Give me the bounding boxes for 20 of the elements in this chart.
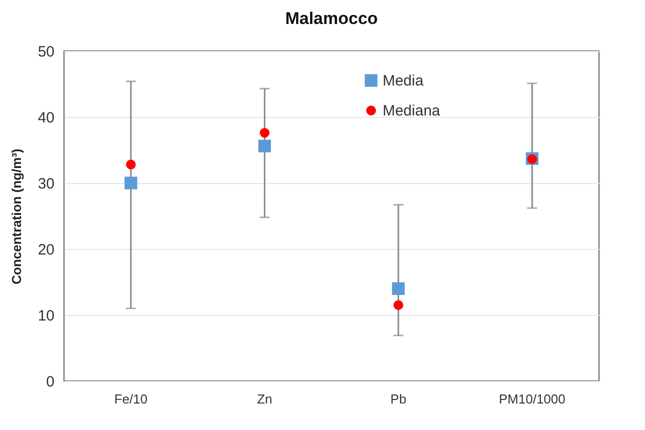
y-tick-label: 30: [38, 176, 54, 192]
point: [124, 176, 138, 190]
y-tick-label: 20: [38, 242, 54, 258]
point: [260, 128, 270, 138]
legend-label: Media: [382, 72, 424, 90]
point: [258, 140, 271, 152]
x-tick-label: Pb: [390, 392, 406, 406]
y-tick-label: 0: [46, 374, 54, 390]
x-tick-label: Zn: [257, 392, 272, 406]
y-tick-label: 50: [38, 44, 54, 60]
point: [392, 282, 405, 295]
chart-title: Malamocco: [285, 9, 378, 28]
x-tick-label: Fe/10: [114, 392, 148, 406]
y-axis-title: Concentration (ng/m³): [8, 148, 24, 284]
y-tick-label: 10: [38, 308, 54, 324]
point: [394, 300, 404, 310]
y-tick-label: 40: [38, 110, 54, 126]
x-tick-label: PM10/1000: [498, 392, 566, 406]
legend-label: Mediana: [382, 102, 441, 120]
point: [126, 160, 136, 170]
